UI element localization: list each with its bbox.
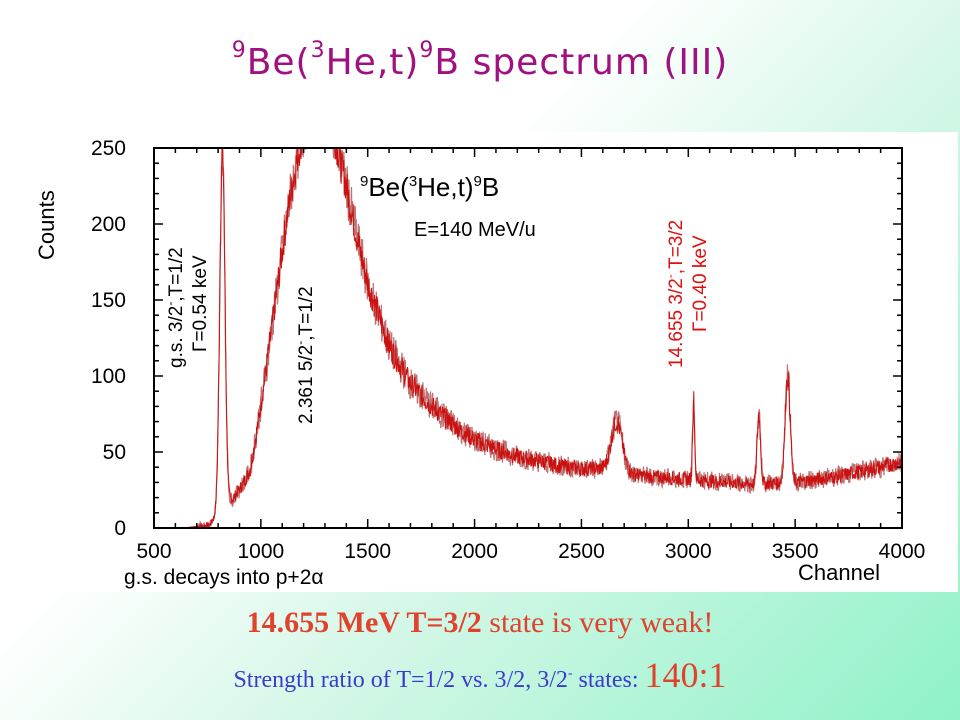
- note-weak-state: 14.655 MeV T=3/2 state is very weak!: [246, 606, 714, 639]
- x-tick-label: 2000: [451, 540, 498, 563]
- spectrum-chart: 500 1000 1500 2000 2500 3000 3500 4000 0 50 100 150…: [34, 137, 926, 589]
- note-strength-ratio: Strength ratio of T=1/2 vs. 3/2, 3/2- st…: [233, 655, 727, 695]
- slide-title: 9Be(3He,t)9B spectrum (III): [231, 38, 729, 83]
- y-tick-label: 0: [114, 517, 126, 540]
- plot-frame: [153, 147, 903, 529]
- x-axis-label: Channel: [798, 560, 880, 585]
- annotation-gs-width: Γ=0.54 keV: [190, 255, 211, 352]
- x-tick-label: 500: [136, 540, 171, 563]
- x-tick-label: 1500: [344, 540, 391, 563]
- x-tick-label: 1000: [237, 540, 284, 563]
- x-tick-label: 4000: [879, 540, 926, 563]
- x-tick-label: 3000: [665, 540, 712, 563]
- chart-panel: 500 1000 1500 2000 2500 3000 3500 4000 0 50 100 150…: [30, 132, 958, 592]
- x-tick-label: 3500: [772, 540, 819, 563]
- chart-subtitle: E=140 MeV/u: [414, 219, 536, 241]
- spectrum-line: [154, 147, 903, 530]
- y-tick-label: 200: [91, 213, 126, 236]
- spectrum-fill: [154, 147, 903, 530]
- y-tick-label: 250: [91, 137, 126, 160]
- ratio-value: 140:1: [644, 655, 727, 695]
- x-tick-label: 2500: [558, 540, 605, 563]
- y-tick-label: 100: [91, 365, 126, 388]
- annotation-2361-state: 2.361 5/2-,T=1/2: [293, 286, 317, 424]
- chart-title: 9Be(3He,t)9B: [360, 172, 499, 202]
- annotation-14655-width: Γ=0.40 keV: [690, 235, 711, 332]
- y-tick-label: 150: [91, 289, 126, 312]
- y-axis-label: Counts: [34, 190, 59, 260]
- annotation-gs-decay: g.s. decays into p+2α: [124, 566, 324, 589]
- annotation-gs-state: g.s. 3/2-,T=1/2: [163, 247, 187, 368]
- annotation-14655-state: 14.655 3/2-,T=3/2: [663, 220, 687, 368]
- y-tick-label: 50: [103, 441, 126, 464]
